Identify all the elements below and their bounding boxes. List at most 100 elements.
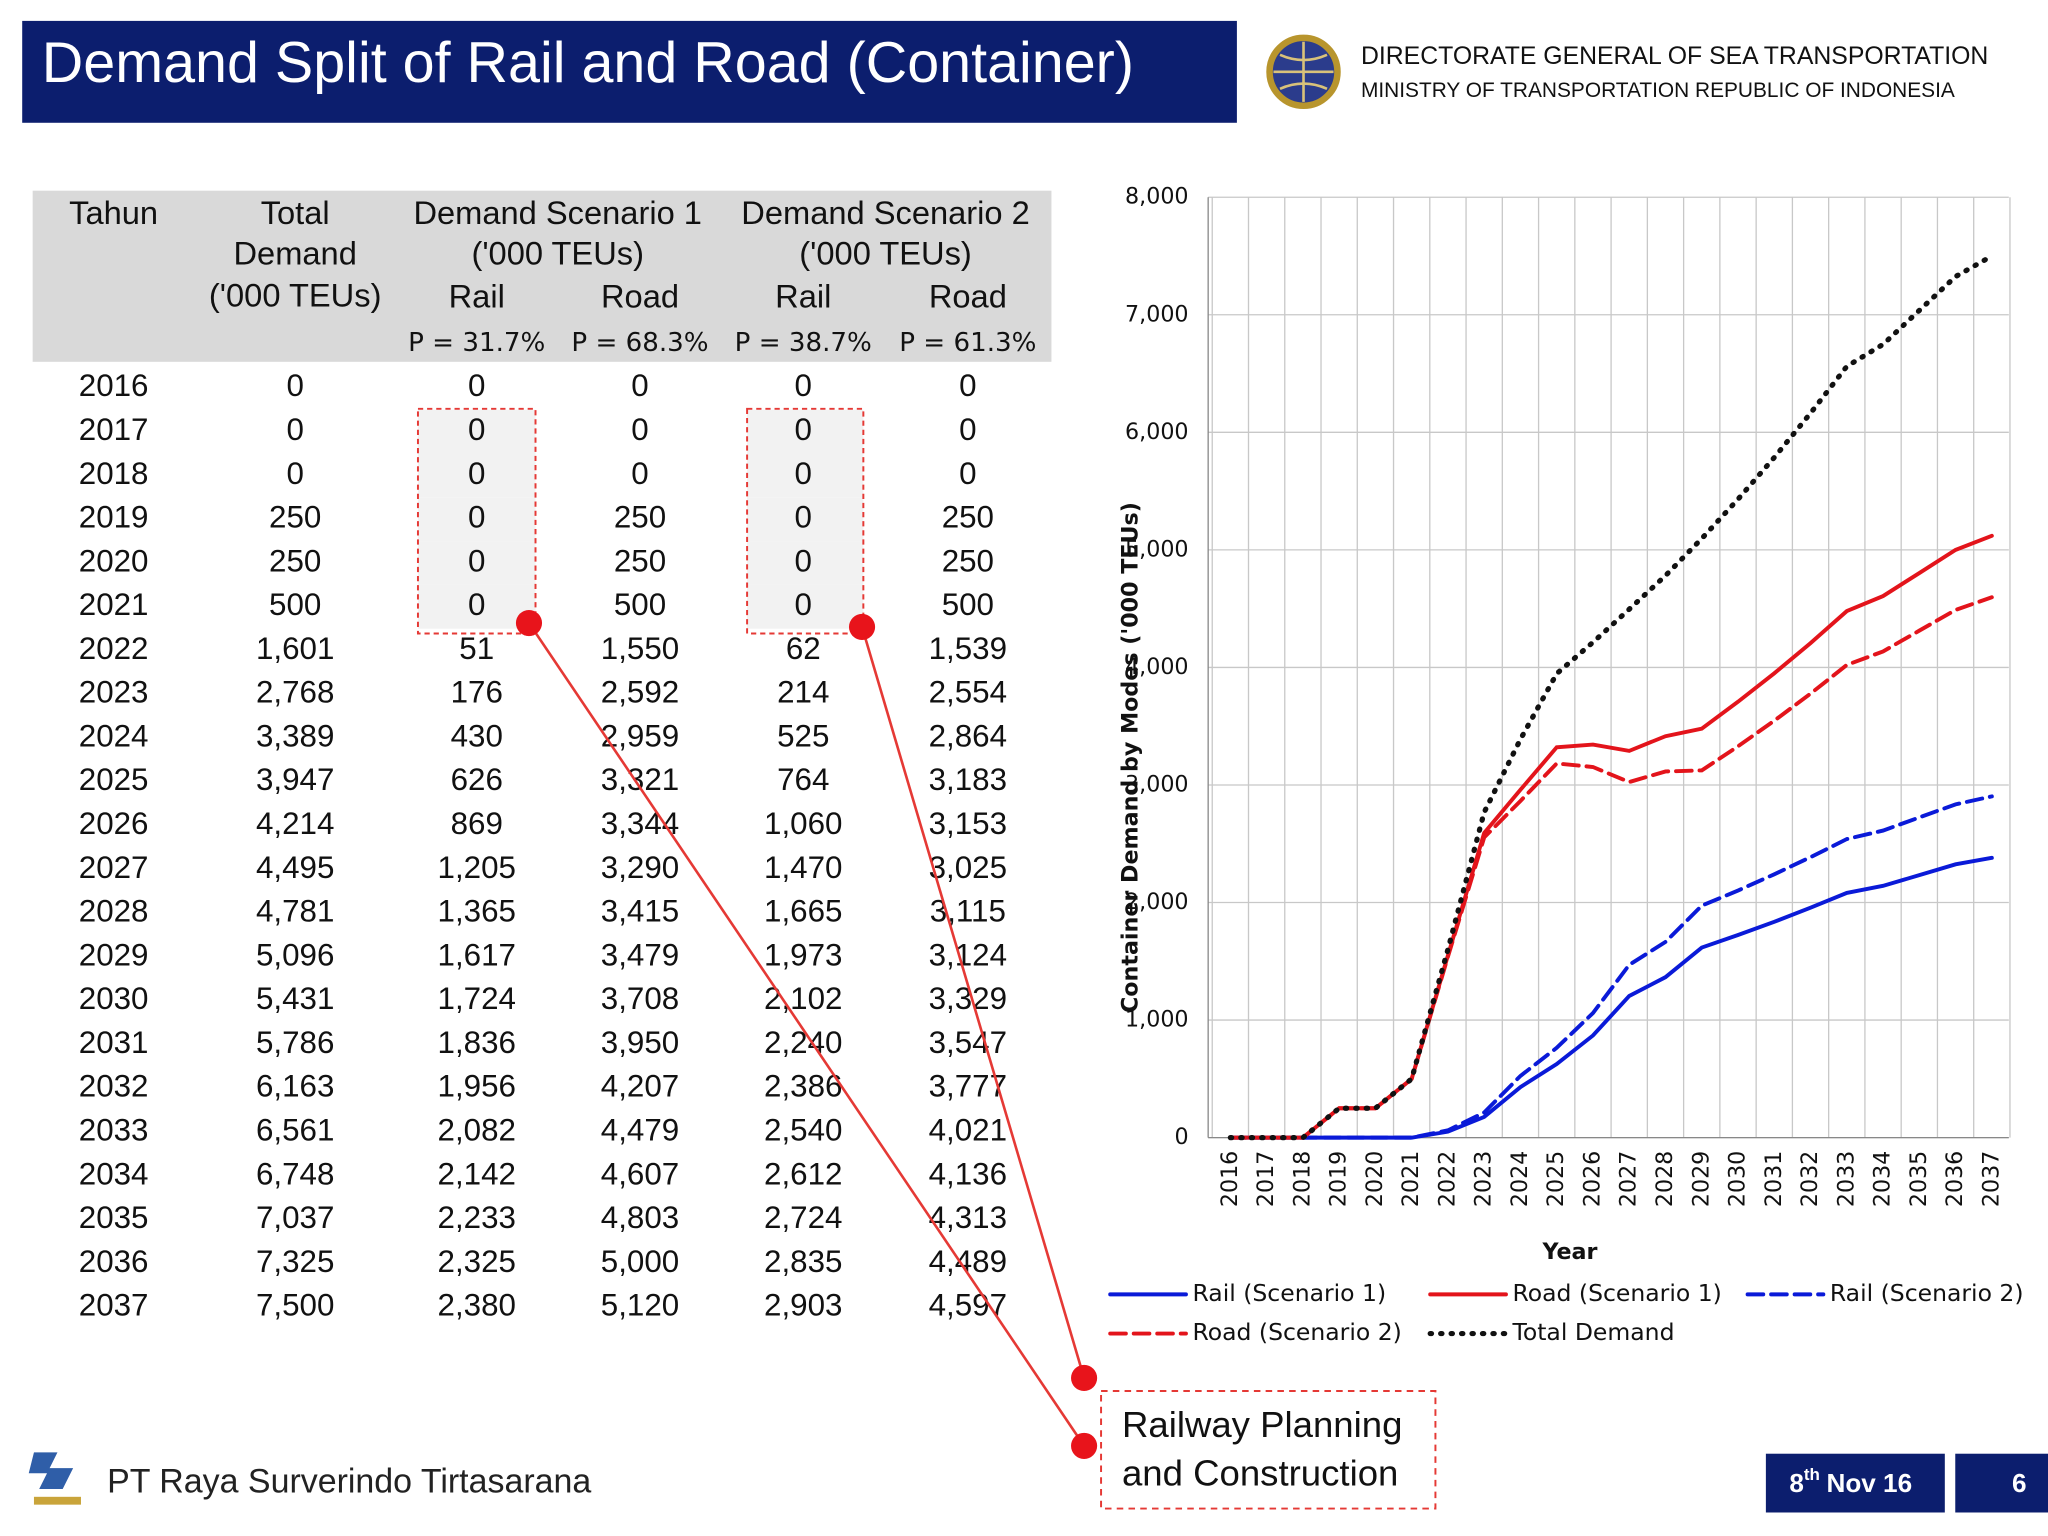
table-cell: 6,561 (256, 1112, 334, 1147)
x-tick-label: 2033 (1833, 1151, 1859, 1207)
date-day: 8 (1789, 1468, 1804, 1498)
x-tick-label: 2028 (1652, 1151, 1678, 1207)
table-cell: 2,102 (764, 981, 842, 1016)
date-box (1765, 1453, 1945, 1513)
table-cell: 5,096 (256, 937, 334, 972)
table-cell: 0 (631, 456, 648, 491)
table-cell: 0 (631, 412, 648, 447)
shaded-cell (417, 497, 536, 542)
header-total: Total (261, 194, 330, 231)
table-cell: 4,136 (929, 1156, 1007, 1191)
legend-label: Road (Scenario 1) (1512, 1279, 1721, 1307)
year-cell: 2019 (79, 500, 149, 535)
table-cell: 0 (795, 543, 812, 578)
table-cell: 3,025 (929, 850, 1007, 885)
table-cell: 1,365 (438, 894, 516, 929)
year-cell: 2037 (79, 1288, 149, 1323)
table-cell: 2,864 (929, 718, 1007, 753)
y-tick-label: 6,000 (1125, 419, 1189, 445)
callout-text: and Construction (1122, 1453, 1398, 1494)
header-share: P = 31.7% (408, 328, 545, 358)
year-cell: 2034 (79, 1156, 149, 1191)
table-cell: 2,540 (764, 1112, 842, 1147)
table-cell: 2,386 (764, 1069, 842, 1104)
table-cell: 1,550 (601, 631, 679, 666)
year-cell: 2016 (79, 368, 149, 403)
table-cell: 3,183 (929, 762, 1007, 797)
table-cell: 7,500 (256, 1288, 334, 1323)
table-cell: 5,786 (256, 1025, 334, 1060)
table-cell: 4,803 (601, 1200, 679, 1235)
table-cell: 430 (451, 718, 503, 753)
ministry-logo (1266, 34, 1341, 110)
series-line (1228, 794, 1994, 1140)
table-cell: 51 (459, 631, 494, 666)
legend-label: Rail (Scenario 1) (1192, 1279, 1386, 1307)
table-cell: 525 (777, 718, 829, 753)
x-tick-label: 2036 (1942, 1151, 1968, 1207)
x-tick-label: 2025 (1543, 1151, 1569, 1207)
year-cell: 2032 (79, 1069, 149, 1104)
company-name: PT Raya Surverindo Tirtasarana (107, 1463, 591, 1501)
table-header-bg (32, 190, 1052, 362)
table-cell: 1,973 (764, 937, 842, 972)
date-suffix: th (1804, 1465, 1820, 1484)
header-year: Tahun (69, 194, 158, 231)
shaded-cell (747, 541, 864, 585)
title: Demand Split of Rail and Road (Container… (42, 31, 1134, 95)
table-cell: 250 (942, 500, 994, 535)
table-cell: 4,607 (601, 1156, 679, 1191)
year-cell: 2021 (79, 587, 149, 622)
title-bar (22, 20, 1237, 123)
table-cell: 1,205 (438, 850, 516, 885)
y-tick-label: 3,000 (1125, 771, 1189, 797)
table-cell: 2,142 (438, 1156, 516, 1191)
year-cell: 2036 (79, 1244, 149, 1279)
table-cell: 1,539 (929, 631, 1007, 666)
y-tick-label: 8,000 (1125, 184, 1189, 210)
table-cell: 0 (286, 456, 303, 491)
year-cell: 2026 (79, 806, 149, 841)
y-tick-label: 1,000 (1125, 1007, 1189, 1033)
table-cell: 214 (777, 675, 829, 710)
header-total: ('000 TEUs) (209, 276, 382, 313)
table-cell: 2,768 (256, 675, 334, 710)
table-cell: 0 (631, 368, 648, 403)
table-cell: 869 (451, 806, 503, 841)
table-cell: 2,835 (764, 1244, 842, 1279)
x-tick-label: 2019 (1326, 1151, 1352, 1207)
table-cell: 1,470 (764, 850, 842, 885)
year-cell: 2030 (79, 981, 149, 1016)
table-cell: 4,214 (256, 806, 334, 841)
table-cell: 0 (795, 587, 812, 622)
year-cell: 2025 (79, 762, 149, 797)
legend-label: Total Demand (1511, 1318, 1674, 1346)
table-cell: 2,903 (764, 1288, 842, 1323)
company-logo (28, 1452, 81, 1505)
table-cell: 0 (468, 587, 485, 622)
org-ministry: MINISTRY OF TRANSPORTATION REPUBLIC OF I… (1361, 79, 1955, 102)
table-cell: 3,708 (601, 981, 679, 1016)
table-cell: 0 (468, 500, 485, 535)
x-tick-label: 2034 (1870, 1151, 1896, 1207)
table-cell: 1,724 (438, 981, 516, 1016)
table-cell: 3,389 (256, 718, 334, 753)
table-cell: 3,124 (929, 937, 1007, 972)
table-cell: 3,950 (601, 1025, 679, 1060)
table-cell: 0 (795, 456, 812, 491)
table-cell: 2,612 (764, 1156, 842, 1191)
shaded-cell (417, 453, 536, 498)
callout-text: Railway Planning (1122, 1404, 1402, 1445)
year-cell: 2031 (79, 1025, 149, 1060)
table-cell: 0 (286, 412, 303, 447)
table-cell: 1,601 (256, 631, 334, 666)
x-tick-label: 2032 (1797, 1151, 1823, 1207)
x-tick-label: 2027 (1616, 1151, 1642, 1207)
table-cell: 2,325 (438, 1244, 516, 1279)
x-tick-label: 2022 (1434, 1151, 1460, 1207)
header-total: Demand (233, 235, 356, 272)
x-tick-label: 2026 (1579, 1151, 1605, 1207)
x-axis-title: Year (1541, 1239, 1597, 1265)
shaded-cell (747, 584, 864, 629)
x-tick-label: 2024 (1507, 1151, 1533, 1207)
